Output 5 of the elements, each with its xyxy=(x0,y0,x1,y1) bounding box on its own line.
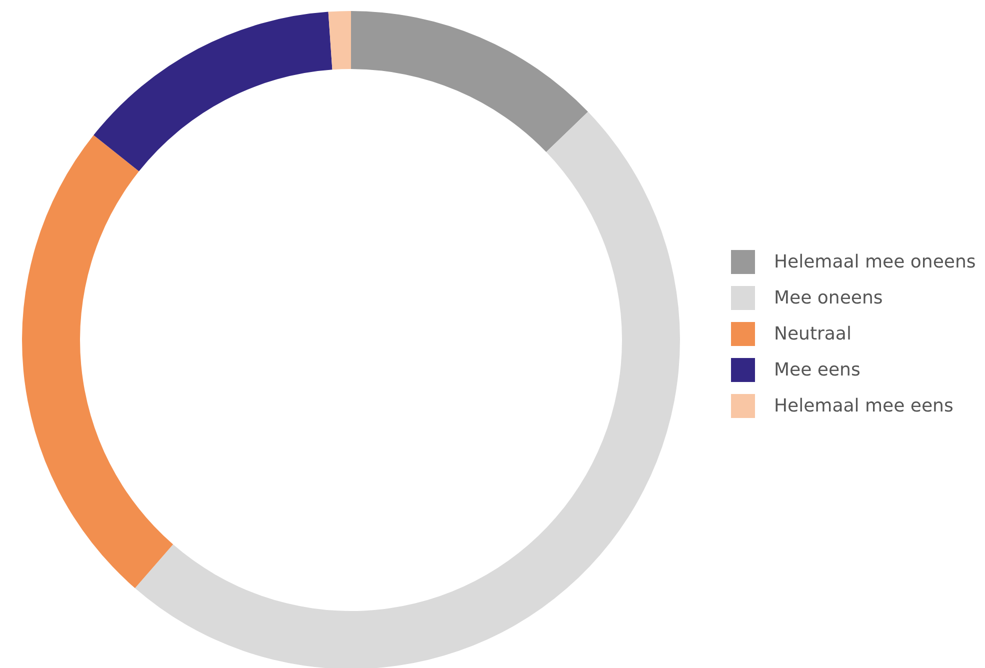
legend-label: Helemaal mee eens xyxy=(774,396,954,416)
legend-label: Mee eens xyxy=(774,360,860,380)
legend-label: Neutraal xyxy=(774,324,852,344)
legend-label: Helemaal mee oneens xyxy=(774,252,976,272)
legend-label: Mee oneens xyxy=(774,288,883,308)
